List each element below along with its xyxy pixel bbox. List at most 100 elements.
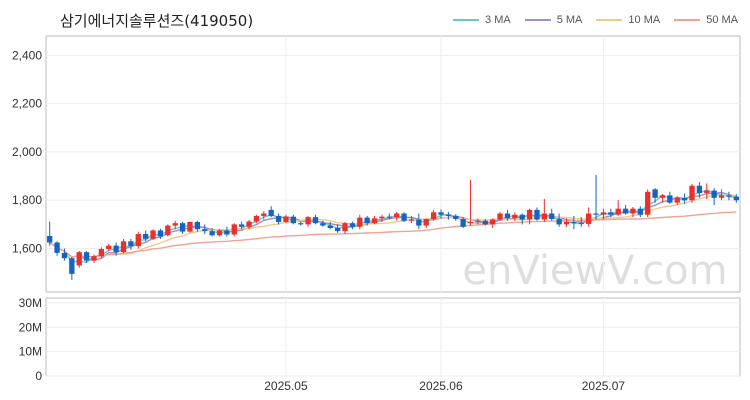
volume-panel [45,297,741,377]
candle-body [438,212,444,215]
candle-body [157,230,164,237]
candle-body [408,219,415,221]
candle-body [83,252,90,261]
watermark: enViewV.com [462,248,727,294]
candle-body [120,241,127,253]
candle-body [246,221,252,227]
candle-body [696,185,703,193]
candle-body [630,208,636,214]
candle-body [187,221,193,232]
candle-body [275,215,282,222]
candle-body [106,245,112,250]
candle-body [726,195,732,197]
candle-body [179,223,186,232]
candle-body [401,213,407,221]
candle-body [69,258,75,274]
candle-body [327,225,333,228]
volume-tick-label: 10M [19,345,42,359]
candle-body [76,252,82,266]
candle-body [416,219,422,226]
candle-body [165,225,171,236]
candle-body [128,241,134,247]
candle-body [541,213,548,220]
legend-swatch-10ma [596,19,623,21]
legend-label-5ma: 5 MA [556,14,583,26]
legend-item-10ma[interactable]: 10 MA [596,14,660,26]
candle-body [238,224,245,227]
candle-body [150,230,156,239]
legend-item-5ma[interactable]: 5 MA [524,14,583,26]
candle-body [379,216,385,219]
candle-body [261,213,267,216]
ma-line-10 [49,194,737,258]
candle-body [172,223,178,226]
candle-body [312,217,319,224]
candle-body [733,196,739,201]
candle-body [689,185,695,201]
legend-label-3ma: 3 MA [485,14,511,26]
candle-body [224,230,230,235]
legend-item-3ma[interactable]: 3 MA [453,14,511,26]
candle-body [357,217,363,227]
candle-body [91,256,97,261]
price-tick-label: 2,000 [12,145,42,159]
legend: 3 MA 5 MA 10 MA 50 MA [453,14,738,26]
candle-body [423,219,429,226]
candle-body [209,231,215,236]
candle-body [475,220,481,222]
candle-body [600,212,607,215]
candle-body [364,217,370,224]
candle-body [47,235,53,243]
candle-body [704,190,710,193]
candle-body [490,219,496,225]
candle-body [61,252,68,259]
candle-body [549,213,555,220]
candle-body [659,195,666,198]
candle-body [298,223,304,225]
candle-body [512,214,518,219]
candle-body [453,215,459,220]
candle-body [342,223,348,232]
candle-body [430,212,437,220]
candle-body [54,242,60,253]
candle-body [231,224,237,235]
legend-label-10ma: 10 MA [628,14,661,26]
volume-tick-label: 0 [35,369,42,383]
candle-body [143,234,149,239]
candle-body [667,195,673,203]
candle-body [113,245,119,253]
candle-body [98,249,105,257]
price-tick-label: 1,800 [12,193,42,207]
candle-body [497,213,503,220]
price-tick-label: 2,400 [12,48,42,62]
candle-body [216,230,223,236]
date-tick-label: 2025.05 [264,379,308,393]
candle-body [622,208,629,214]
candle-body [504,213,511,219]
legend-label-50ma: 50 MA [706,14,738,26]
candle-body [135,234,141,247]
candle-body [320,223,326,226]
legend-item-50ma[interactable]: 50 MA [674,14,738,26]
candle-body [467,221,474,224]
candle-body [394,213,400,218]
candle-body [637,208,643,215]
ma-line-5 [49,191,737,261]
candle-body [711,190,717,198]
candle-body [652,189,658,198]
date-tick-label: 2025.07 [582,379,626,393]
candle-body [608,212,614,215]
price-panel [45,35,741,293]
candle-body [283,216,289,222]
candle-body [371,218,378,224]
candle-body [645,191,651,215]
candle-body [534,209,540,220]
candle-body [556,219,562,225]
candle-body [578,223,584,225]
candle-body [194,221,201,230]
ma-line-50 [49,211,737,258]
candle-body [585,213,592,224]
candle-body [253,215,260,222]
candle-body [305,217,311,225]
